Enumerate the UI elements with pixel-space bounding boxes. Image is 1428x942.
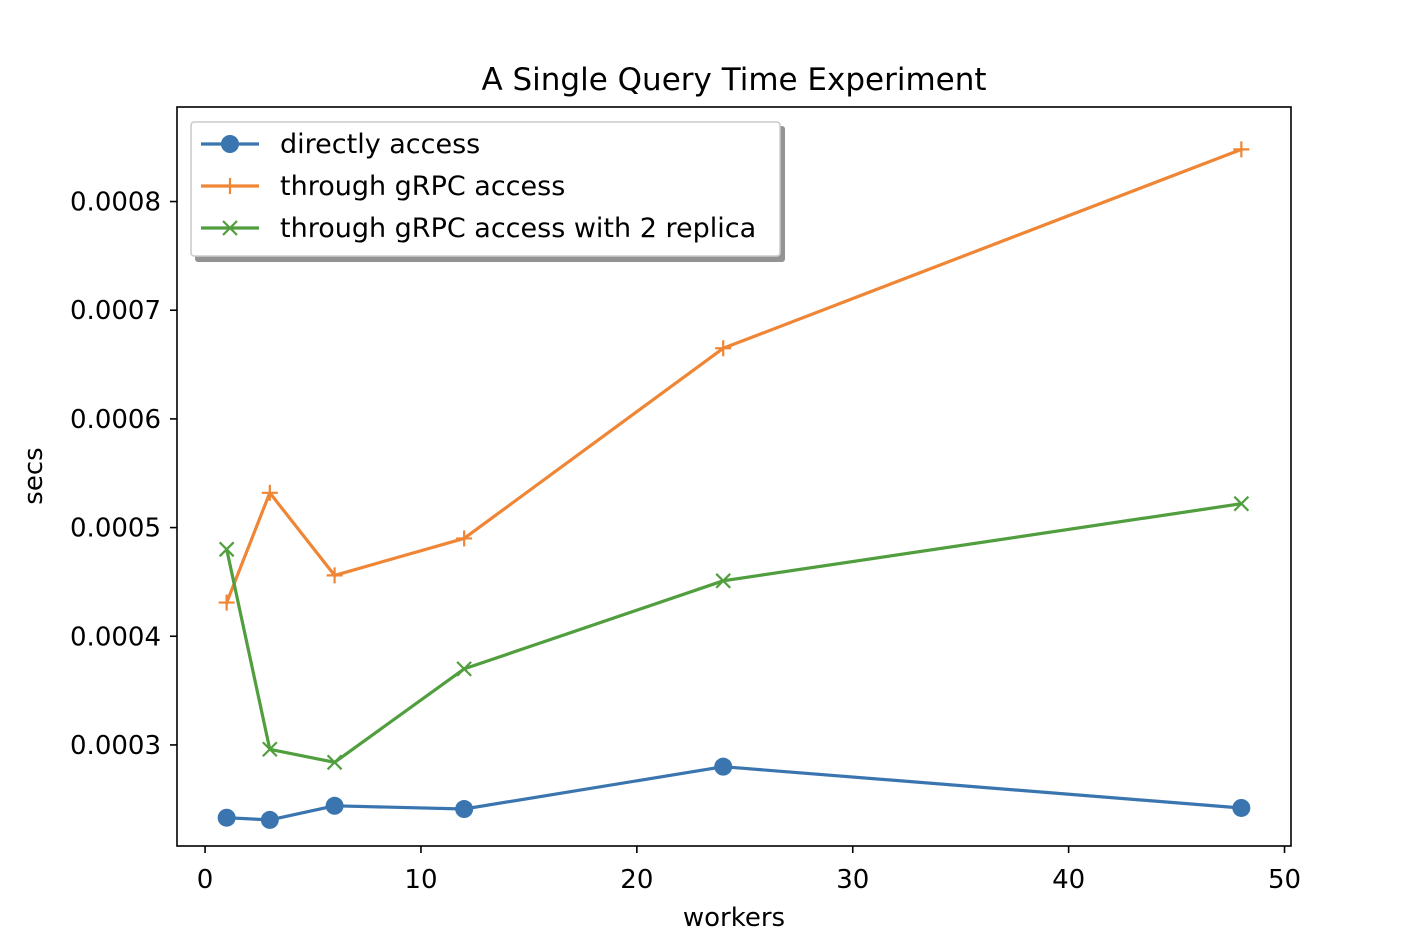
x-tick-label: 30 bbox=[836, 865, 869, 895]
x-tick-label: 20 bbox=[620, 865, 653, 895]
data-point-s2-6 bbox=[1233, 141, 1250, 158]
x-tick-label: 50 bbox=[1268, 865, 1301, 895]
y-tick-label: 0.0006 bbox=[70, 405, 161, 435]
x-axis-label: workers bbox=[683, 903, 785, 933]
data-point-s3-3 bbox=[326, 754, 343, 771]
data-point-s1-3 bbox=[325, 796, 344, 815]
data-point-s1-2 bbox=[260, 810, 279, 829]
data-point-s2-1 bbox=[218, 594, 235, 611]
data-point-s3-1 bbox=[218, 541, 235, 558]
x-tick-label: 10 bbox=[404, 865, 437, 895]
data-point-s1-1 bbox=[217, 808, 236, 827]
x-axis-ticks: 0 10 20 30 40 50 bbox=[197, 846, 1301, 895]
data-point-s2-4 bbox=[456, 530, 473, 547]
series-markers bbox=[217, 141, 1251, 829]
legend-label: directly access bbox=[280, 129, 480, 160]
y-tick-label: 0.0003 bbox=[70, 731, 161, 761]
data-point-s3-4 bbox=[456, 661, 472, 677]
y-tick-label: 0.0008 bbox=[70, 188, 161, 218]
data-point-s2-3 bbox=[326, 567, 343, 584]
series-line-1 bbox=[225, 765, 1244, 822]
legend-entry-1: directly access bbox=[201, 129, 480, 160]
legend-label: through gRPC access with 2 replica bbox=[280, 213, 756, 244]
data-point-s3-5 bbox=[715, 573, 731, 589]
y-axis-label: secs bbox=[19, 447, 49, 504]
y-tick-label: 0.0004 bbox=[70, 622, 161, 652]
legend-box bbox=[190, 121, 781, 257]
legend-swatch-marker bbox=[222, 220, 238, 236]
legend-swatch-marker bbox=[221, 135, 239, 153]
legend-entry-2: through gRPC access bbox=[201, 171, 565, 202]
data-point-s1-5 bbox=[714, 757, 733, 776]
x-tick-label: 40 bbox=[1052, 865, 1085, 895]
y-tick-label: 0.0007 bbox=[70, 296, 161, 326]
data-point-s1-6 bbox=[1232, 798, 1251, 817]
data-point-s3-6 bbox=[1233, 495, 1250, 512]
data-point-s2-2 bbox=[261, 484, 278, 501]
legend-entries: directly access through gRPC access throug… bbox=[201, 129, 756, 244]
x-tick-label: 0 bbox=[197, 865, 214, 895]
series-line-2 bbox=[224, 147, 1244, 605]
plot-frame bbox=[176, 106, 1292, 847]
data-point-s3-2 bbox=[262, 741, 278, 758]
series-line-3 bbox=[224, 501, 1244, 764]
data-point-s1-4 bbox=[455, 800, 474, 819]
legend-label: through gRPC access bbox=[280, 171, 565, 202]
y-tick-label: 0.0005 bbox=[70, 514, 161, 544]
data-point-s2-5 bbox=[715, 340, 732, 357]
legend: directly access through gRPC access throug… bbox=[190, 121, 785, 262]
legend-swatch-marker bbox=[222, 178, 238, 194]
legend-entry-3: through gRPC access with 2 replica bbox=[201, 213, 756, 244]
chart-title: A Single Query Time Experiment bbox=[481, 62, 986, 98]
y-axis-ticks: 0.0003 0.0004 0.0005 0.0006 0.0007 0.0008 bbox=[70, 188, 177, 761]
